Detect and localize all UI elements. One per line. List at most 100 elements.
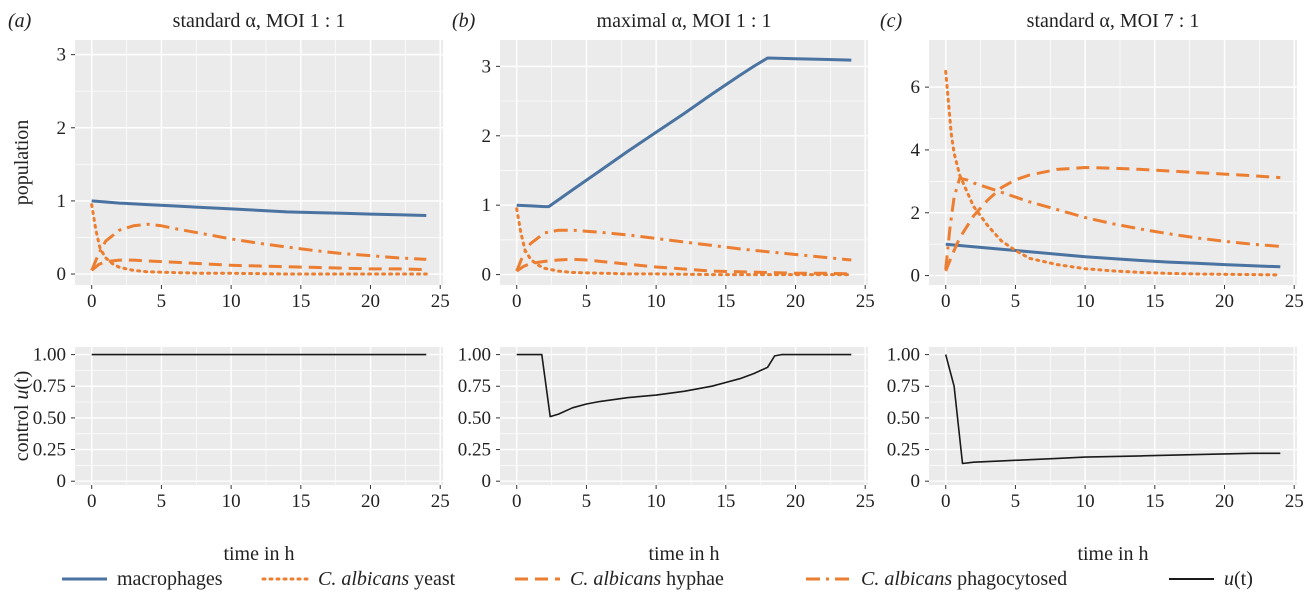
x-tick-label: 0 bbox=[512, 291, 522, 312]
series-macrophages bbox=[516, 56, 852, 209]
panel-tag: (a) bbox=[8, 10, 32, 32]
panel-title: maximal α, MOI 1 : 1 bbox=[597, 10, 772, 32]
y-tick-label: 0 bbox=[57, 471, 67, 492]
y-tick-label: 2 bbox=[911, 203, 921, 224]
x-tick-label: 15 bbox=[1145, 291, 1164, 312]
x-tick-label: 25 bbox=[856, 291, 875, 312]
legend-label: C. albicans hyphae bbox=[570, 568, 724, 590]
panel-c: 0 5 10 15 20 25 0 2 4 6 standard α, MOI 7 : 1 bbox=[911, 10, 1304, 312]
panel-c-control: 0 5 10 15 20 25 0 0.25 0.50 0.75 1.00 time in h bbox=[887, 345, 1304, 565]
x-tick-label: 15 bbox=[1145, 491, 1164, 512]
x-tick-label: 5 bbox=[157, 291, 167, 312]
series-macrophages bbox=[945, 242, 1281, 269]
y-tick-label: 1.00 bbox=[33, 345, 66, 366]
y-tick-label: 0.25 bbox=[458, 440, 491, 461]
plot-area bbox=[75, 347, 443, 485]
y-tick-label: 0.75 bbox=[33, 376, 66, 397]
series-c-albicans-phagocytosed bbox=[944, 176, 1281, 270]
x-tick-label: 20 bbox=[361, 291, 380, 312]
y-tick-label: 0 bbox=[482, 471, 492, 492]
panel-title: standard α, MOI 1 : 1 bbox=[173, 10, 346, 32]
series-macrophages bbox=[91, 199, 427, 217]
series-c-albicans-hyphae bbox=[944, 166, 1281, 272]
legend-label: macrophages bbox=[117, 568, 223, 590]
x-tick-label: 5 bbox=[157, 491, 167, 512]
x-axis-label: time in h bbox=[223, 543, 294, 565]
x-tick-label: 5 bbox=[582, 491, 592, 512]
panel-b-control: 0 5 10 15 20 25 0 0.25 0.50 0.75 1.00 time in h bbox=[458, 345, 875, 565]
plot-area bbox=[500, 40, 868, 285]
x-tick-label: 15 bbox=[716, 491, 735, 512]
y-tick-label: 0.25 bbox=[33, 440, 66, 461]
series-u-t bbox=[516, 353, 852, 418]
x-axis-label: time in h bbox=[1077, 543, 1148, 565]
y-tick-label: 4 bbox=[911, 140, 921, 161]
legend-label: u(t) bbox=[1224, 568, 1253, 590]
y-tick-label: 0.50 bbox=[458, 408, 491, 429]
panel-tag: (c) bbox=[880, 10, 903, 32]
x-tick-label: 0 bbox=[512, 491, 522, 512]
plot-area bbox=[500, 347, 868, 485]
y-tick-label: 0.50 bbox=[887, 408, 920, 429]
x-tick-label: 15 bbox=[291, 291, 310, 312]
y-axis-label-control: control u(t) bbox=[11, 371, 33, 462]
x-tick-label: 20 bbox=[786, 291, 805, 312]
x-tick-label: 5 bbox=[1011, 291, 1021, 312]
x-axis-label: time in h bbox=[648, 543, 719, 565]
y-tick-label: 0.50 bbox=[33, 408, 66, 429]
panel-tag: (b) bbox=[452, 10, 476, 32]
x-tick-label: 5 bbox=[582, 291, 592, 312]
x-tick-label: 10 bbox=[1076, 291, 1095, 312]
x-tick-label: 10 bbox=[1076, 491, 1095, 512]
x-tick-label: 10 bbox=[222, 291, 241, 312]
x-tick-label: 10 bbox=[647, 291, 666, 312]
y-tick-label: 0 bbox=[911, 471, 921, 492]
plot-area bbox=[75, 40, 443, 285]
x-tick-label: 10 bbox=[647, 491, 666, 512]
y-tick-label: 0.75 bbox=[458, 376, 491, 397]
x-tick-label: 20 bbox=[1215, 291, 1234, 312]
x-tick-label: 10 bbox=[222, 491, 241, 512]
y-tick-label: 3 bbox=[482, 56, 492, 77]
x-tick-label: 5 bbox=[1011, 491, 1021, 512]
series-c-albicans-hyphae bbox=[90, 258, 427, 272]
panel-a-control: 0 5 10 15 20 25 0 0.25 0.50 0.75 1.00 time in h bbox=[33, 345, 450, 565]
x-tick-label: 0 bbox=[87, 491, 97, 512]
x-tick-label: 25 bbox=[431, 491, 450, 512]
x-tick-label: 25 bbox=[1285, 491, 1304, 512]
y-tick-label: 2 bbox=[482, 126, 492, 147]
legend-label: C. albicans phagocytosed bbox=[861, 568, 1067, 590]
x-tick-label: 20 bbox=[361, 491, 380, 512]
series-c-albicans-hyphae bbox=[515, 257, 852, 276]
y-tick-label: 1.00 bbox=[887, 345, 920, 366]
x-tick-label: 15 bbox=[291, 491, 310, 512]
y-tick-label: 3 bbox=[57, 45, 67, 66]
x-tick-label: 25 bbox=[856, 491, 875, 512]
y-tick-label: 6 bbox=[911, 77, 921, 98]
plot-area bbox=[929, 347, 1297, 485]
y-tick-label: 0 bbox=[57, 264, 67, 285]
y-tick-label: 1 bbox=[57, 191, 67, 212]
x-tick-label: 0 bbox=[941, 291, 951, 312]
series-u-t bbox=[944, 354, 1281, 465]
y-tick-label: 0 bbox=[482, 265, 492, 286]
y-axis-label-population: population bbox=[11, 120, 33, 206]
y-tick-label: 0.25 bbox=[887, 440, 920, 461]
x-tick-label: 25 bbox=[431, 291, 450, 312]
panel-b: 0 5 10 15 20 25 0 1 2 3 maximal α, MOI 1 : 1 bbox=[482, 10, 875, 312]
legend-label: C. albicans yeast bbox=[318, 568, 456, 590]
y-tick-label: 2 bbox=[57, 118, 67, 139]
x-tick-label: 20 bbox=[786, 491, 805, 512]
x-tick-label: 20 bbox=[1215, 491, 1234, 512]
y-tick-label: 0 bbox=[911, 266, 921, 287]
y-tick-label: 0.75 bbox=[887, 376, 920, 397]
panel-a: 0 5 10 15 20 25 0 1 2 3 standard α, MOI 1 : 1 bbox=[57, 10, 450, 312]
y-tick-label: 1 bbox=[482, 195, 492, 216]
series-c-albicans-phagocytosed bbox=[515, 228, 852, 272]
panel-title: standard α, MOI 7 : 1 bbox=[1027, 10, 1200, 32]
legend: macrophages C. albicans yeast C. albicans … bbox=[62, 568, 1253, 590]
series-c-albicans-yeast bbox=[944, 69, 1282, 277]
x-tick-label: 15 bbox=[716, 291, 735, 312]
x-tick-label: 0 bbox=[941, 491, 951, 512]
